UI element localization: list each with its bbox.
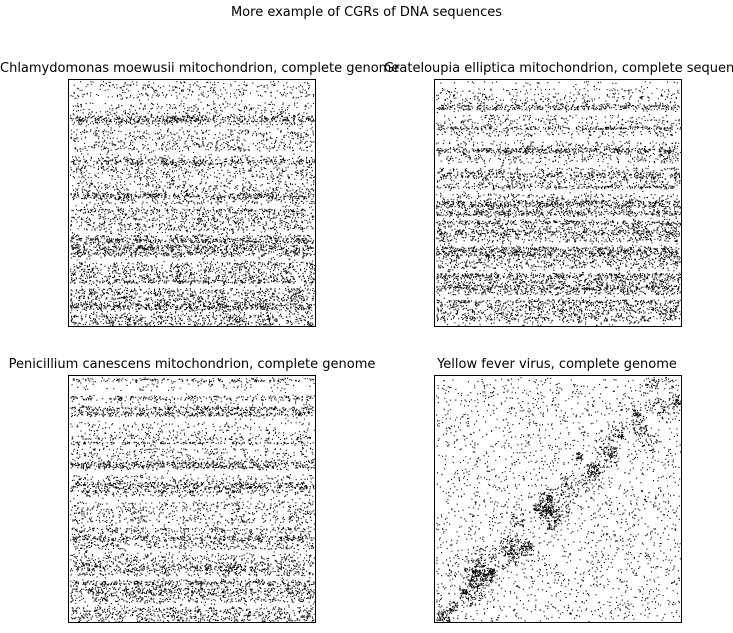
subplot-title-1: Chlamydomonas moewusii mitochondrion, co… xyxy=(0,61,400,76)
point-group xyxy=(436,377,681,622)
cgr-plot-penicillium xyxy=(68,375,316,623)
cgr-points xyxy=(436,81,681,326)
figure-title: More example of CGRs of DNA sequences xyxy=(230,5,503,20)
cgr-points xyxy=(70,377,315,622)
cgr-plot-yellow-fever xyxy=(434,375,682,623)
cgr-points xyxy=(70,81,315,326)
cgr-points-4 xyxy=(436,377,681,622)
subplot-title-4: Yellow fever virus, complete genome xyxy=(437,357,677,372)
cgr-points-1 xyxy=(70,81,315,326)
cgr-plot-grateloupia xyxy=(434,79,682,327)
cgr-points-3 xyxy=(70,377,315,622)
cgr-plot-chlamydomonas xyxy=(68,79,316,327)
cgr-points-2 xyxy=(436,81,681,326)
subplot-title-2: Grateloupia elliptica mitochondrion, com… xyxy=(384,61,733,76)
point-group xyxy=(70,377,315,622)
point-group xyxy=(436,81,681,326)
point-group xyxy=(70,81,315,326)
subplot-title-3: Penicillium canescens mitochondrion, com… xyxy=(8,357,376,372)
cgr-points xyxy=(436,377,681,622)
